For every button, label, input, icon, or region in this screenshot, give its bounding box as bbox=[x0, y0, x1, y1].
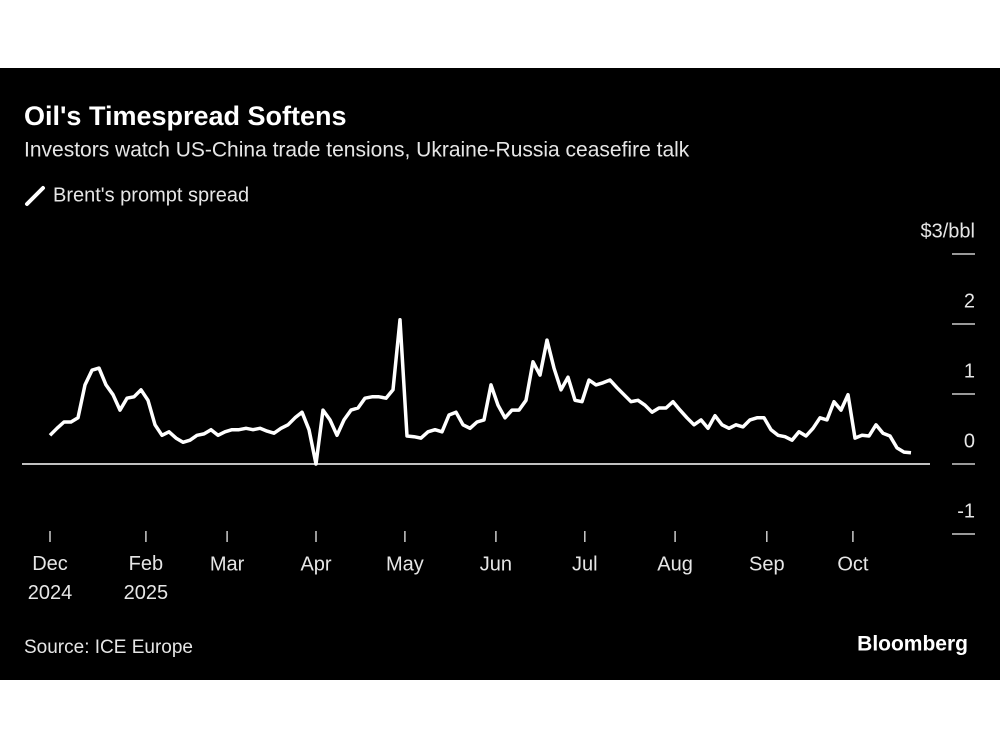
x-tick-label: Mar bbox=[210, 553, 245, 575]
x-tick-label: Feb 2025 bbox=[124, 553, 169, 604]
y-tick-label: 1 bbox=[964, 360, 975, 382]
x-tick-label-line: 2024 bbox=[28, 582, 73, 604]
chart-subtitle: Investors watch US-China trade tensions,… bbox=[24, 139, 690, 162]
chart-title: Oil's Timespread Softens bbox=[24, 101, 347, 131]
x-tick-label-line: Feb bbox=[129, 553, 163, 575]
y-tick-label: $3/bbl bbox=[921, 220, 976, 242]
x-tick-label-line: Dec bbox=[32, 553, 68, 575]
legend-swatch bbox=[25, 186, 45, 206]
legend-label: Brent's prompt spread bbox=[53, 184, 249, 206]
x-tick-label: Oct bbox=[837, 553, 869, 575]
series-line bbox=[48, 318, 912, 466]
chart-background bbox=[0, 68, 1000, 680]
x-tick-label: Aug bbox=[657, 553, 693, 575]
x-tick-label: Jun bbox=[480, 553, 512, 575]
y-tick-label: 0 bbox=[964, 430, 975, 452]
x-tick-label: Apr bbox=[300, 553, 331, 575]
x-tick-label: Jul bbox=[572, 553, 598, 575]
source: Source: ICE Europe bbox=[24, 637, 193, 658]
y-tick-label: -1 bbox=[957, 500, 975, 522]
x-tick-label: May bbox=[386, 553, 424, 575]
brand-logo: Bloomberg bbox=[857, 633, 968, 656]
x-tick-label: Dec 2024 bbox=[28, 553, 73, 604]
x-tick-label: Sep bbox=[749, 553, 785, 575]
y-tick-label: 2 bbox=[964, 290, 975, 312]
x-tick-label-line: 2025 bbox=[124, 582, 169, 604]
